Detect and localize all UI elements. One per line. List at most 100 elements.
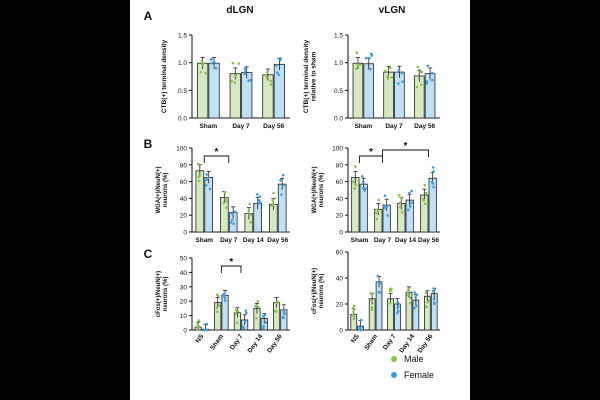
x-tick-label: Day 7 <box>385 123 403 130</box>
data-point <box>277 73 281 77</box>
data-point <box>196 162 200 166</box>
data-point <box>264 321 268 324</box>
data-point <box>273 197 276 200</box>
data-point <box>378 291 382 294</box>
data-point <box>205 322 209 326</box>
x-tick-label: Day 7 <box>232 123 250 130</box>
data-point <box>205 173 208 176</box>
data-point <box>388 301 392 305</box>
data-point <box>231 61 235 65</box>
data-point <box>397 193 401 197</box>
data-point <box>400 71 404 75</box>
data-point <box>272 191 275 195</box>
y-axis-label-line: WGA(+)/NeuN(+) <box>156 167 162 214</box>
data-point <box>375 208 379 211</box>
data-point <box>397 68 401 72</box>
data-point <box>369 67 372 71</box>
data-point <box>234 74 237 77</box>
data-point <box>415 304 418 308</box>
data-point <box>364 56 368 60</box>
data-point <box>262 326 265 330</box>
y-tick-label: 40 <box>336 276 344 283</box>
y-tick-label: 0.5 <box>334 88 343 95</box>
data-point <box>353 187 357 190</box>
data-point <box>256 300 260 303</box>
x-tick-label: Day 14 <box>243 237 264 244</box>
bar-female-sham <box>375 281 383 331</box>
data-point <box>389 289 392 293</box>
x-tick-label: Sham <box>199 123 217 130</box>
data-point <box>215 310 219 313</box>
data-point <box>414 295 417 299</box>
data-point <box>406 293 410 297</box>
y-tick-label: 0.0 <box>334 116 343 123</box>
data-point <box>431 166 435 169</box>
data-point <box>413 291 416 294</box>
x-tick-label: NS <box>350 333 361 345</box>
panel-letter-c: C <box>144 247 153 261</box>
data-point <box>258 195 261 198</box>
data-point <box>420 70 424 74</box>
x-tick-label: Day 14 <box>395 237 416 244</box>
data-point <box>237 62 241 65</box>
significance-bracket <box>382 149 429 157</box>
x-tick-label: Day 7 <box>229 333 245 352</box>
data-point <box>364 187 367 190</box>
data-point <box>255 316 258 320</box>
y-tick-label: 50 <box>180 256 188 263</box>
y-axis-label-line: neurons (%) <box>163 277 169 312</box>
data-point <box>244 311 248 315</box>
figure-panel: 0.0 0.5 1.0 1.5 CTB(+) terminal density Sham D… <box>130 0 470 400</box>
chart-2: 0.0 0.5 1.0 1.5 CTB(+) terminal densityrelat… <box>303 33 440 130</box>
data-point <box>271 202 275 206</box>
data-point <box>351 180 355 184</box>
x-tick-label: Sham <box>354 123 372 130</box>
data-point <box>425 82 429 85</box>
data-point <box>415 85 419 89</box>
data-point <box>229 221 233 224</box>
data-point <box>196 169 199 173</box>
data-point <box>426 64 429 68</box>
panel-letter-a: A <box>144 9 153 23</box>
data-point <box>247 79 251 82</box>
data-point <box>410 189 413 193</box>
data-point <box>215 306 219 310</box>
data-point <box>197 179 201 183</box>
data-point <box>279 178 282 182</box>
data-point <box>376 274 380 278</box>
data-point <box>384 69 387 73</box>
y-tick-label: 10 <box>180 313 188 320</box>
data-point <box>390 76 394 79</box>
data-point <box>202 328 206 332</box>
y-tick-label: 100 <box>332 146 343 153</box>
data-point <box>262 324 265 328</box>
data-point <box>265 76 269 80</box>
y-tick-label: 100 <box>176 146 187 153</box>
data-point <box>244 70 247 73</box>
data-point <box>234 312 238 315</box>
y-axis-label: CTB(+) terminal densityrelative to sham <box>303 40 318 114</box>
data-point <box>354 67 358 71</box>
y-axis-label: WGA(+)/NeuN(+)neurons (%) <box>312 167 325 214</box>
y-axis-label: WGA(+)/NeuN(+)neurons (%) <box>156 167 169 214</box>
data-point <box>258 201 262 204</box>
x-tick-label: Sham <box>209 333 225 352</box>
data-point <box>261 315 265 318</box>
data-point <box>374 212 378 215</box>
x-tick-label: Day 14 <box>246 333 264 354</box>
significance-star: * <box>229 257 233 268</box>
y-tick-label: 40 <box>180 196 188 203</box>
bar-female-sham <box>208 62 220 119</box>
data-point <box>205 328 208 332</box>
data-point <box>432 297 436 301</box>
data-point <box>399 196 403 200</box>
data-point <box>430 180 434 184</box>
y-tick-label: 60 <box>336 179 344 186</box>
data-point <box>425 80 429 83</box>
data-point <box>243 319 247 323</box>
data-point <box>419 83 423 86</box>
data-point <box>415 293 419 297</box>
y-tick-label: 40 <box>180 270 188 277</box>
data-point <box>233 210 237 214</box>
data-point <box>353 316 356 319</box>
